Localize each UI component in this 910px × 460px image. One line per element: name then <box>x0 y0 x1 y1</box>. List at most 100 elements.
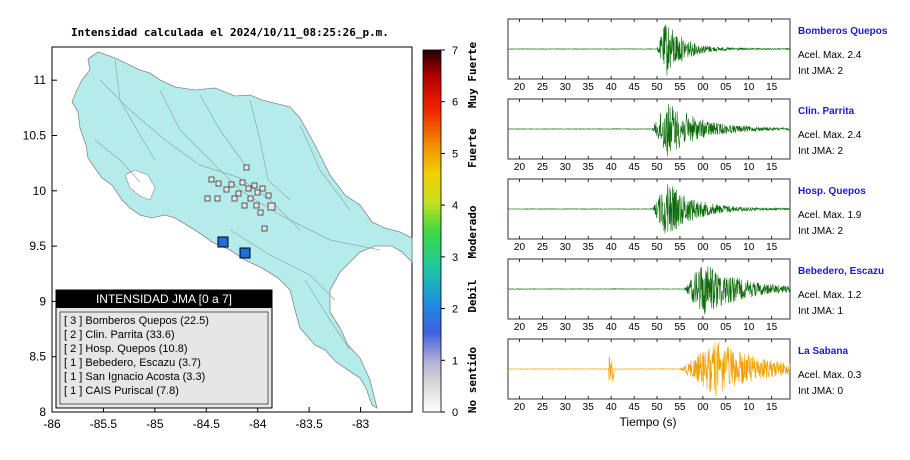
colorbar-tick-label: 3 <box>452 252 458 264</box>
station-accel: Acel. Max. 1.9 <box>798 210 862 221</box>
waveform-panel: 20 25 30 35 40 45 50 55 00 05 10 15 Clin. Parrita Ace… <box>507 98 862 173</box>
waveform-tick-label: 40 <box>606 242 618 253</box>
waveform-tick-label: 50 <box>651 242 663 253</box>
cb-label-muy-fuerte: Muy Fuerte <box>466 42 479 109</box>
station-bomberos-quepos <box>217 236 229 248</box>
waveform-tick-label: 10 <box>743 402 755 413</box>
waveform-panels: 20 25 30 35 40 45 50 55 00 05 10 15 Bomberos Quepos A… <box>507 18 888 413</box>
waveform-tick-label: 15 <box>766 162 778 173</box>
waveform-tick-label: 15 <box>766 242 778 253</box>
waveform-tick-label: 25 <box>537 242 549 253</box>
time-axis-label: Tiempo (s) <box>620 415 677 429</box>
station-accel: Acel. Max. 2.4 <box>798 50 862 61</box>
colorbar-ticks: 0 1 2 3 4 5 6 7 <box>441 45 458 419</box>
waveform-tick-label: 20 <box>514 82 526 93</box>
map-x-tick-label: -83 <box>352 417 370 431</box>
waveform-trace <box>507 25 791 76</box>
waveform-tick-label: 15 <box>766 402 778 413</box>
colorbar-tick-label: 6 <box>452 97 458 109</box>
cb-label-no-sentido: No sentido <box>466 347 479 414</box>
waveform-tick-label: 30 <box>560 162 572 173</box>
station-jma: Int JMA: 1 <box>798 306 843 317</box>
legend-title: INTENSIDAD JMA [0 a 7] <box>96 292 232 306</box>
legend-item: [ 3 ] Bomberos Quepos (22.5) <box>64 315 209 327</box>
waveform-tick-label: 35 <box>583 162 595 173</box>
waveform-panel: 20 25 30 35 40 45 50 55 00 05 10 15 Bomberos Quepos A… <box>507 18 888 93</box>
legend-item: [ 2 ] Hosp. Quepos (10.8) <box>64 343 188 355</box>
waveform-tick-label: 55 <box>674 162 686 173</box>
waveform-panel: 20 25 30 35 40 45 50 55 00 05 10 15 Bebedero, Escazu… <box>507 258 884 333</box>
legend-header <box>56 290 272 308</box>
land-costa-rica <box>71 51 413 409</box>
cb-label-fuerte: Fuerte <box>466 128 479 168</box>
waveform-tick-label: 30 <box>560 322 572 333</box>
map-y-tick-label: 8 <box>39 405 46 419</box>
waveform-tick-label: 05 <box>720 322 732 333</box>
waveform-panel: 20 25 30 35 40 45 50 55 00 05 10 15 Hosp. Quepos Acel… <box>507 178 866 253</box>
cb-label-debil: Debil <box>466 279 479 312</box>
waveform-tick-label: 00 <box>697 402 709 413</box>
colorbar-tick-label: 0 <box>452 407 458 419</box>
waveform-tick-label: 45 <box>629 82 641 93</box>
waveform-tick-label: 55 <box>674 242 686 253</box>
waveform-trace <box>507 103 791 157</box>
legend: INTENSIDAD JMA [0 a 7] [ 3 ] Bomberos Qu… <box>55 289 273 409</box>
station-name: La Sabana <box>798 346 848 357</box>
map-x-tick-label: -84.5 <box>193 417 221 431</box>
map-y-tick-label: 10.5 <box>23 128 47 142</box>
colorbar-tick-label: 4 <box>452 200 458 212</box>
roads <box>94 59 381 351</box>
waveform-tick-label: 20 <box>514 242 526 253</box>
station-jma: Int JMA: 0 <box>798 386 843 397</box>
nicoya-coast <box>124 169 156 201</box>
waveform-tick-label: 35 <box>583 402 595 413</box>
waveform-tick-label: 55 <box>674 402 686 413</box>
waveform-tick-label: 00 <box>697 242 709 253</box>
station-jma: Int JMA: 2 <box>798 226 843 237</box>
waveform-tick-label: 45 <box>629 242 641 253</box>
small-stations <box>204 164 276 232</box>
station-name: Hosp. Quepos <box>798 186 866 197</box>
colorbar-tick-label: 1 <box>452 355 458 367</box>
station-hosp-quepos <box>239 247 251 259</box>
waveform-tick-label: 10 <box>743 162 755 173</box>
waveform-tick-label: 05 <box>720 82 732 93</box>
waveform-tick-label: 25 <box>537 402 549 413</box>
waveform-trace <box>508 341 791 398</box>
waveform-tick-label: 25 <box>537 162 549 173</box>
station-accel: Acel. Max. 2.4 <box>798 130 862 141</box>
intensity-colorbar <box>422 49 442 413</box>
waveform-tick-label: 15 <box>766 322 778 333</box>
map-x-ticks: -86 -85.5 -85 -84.5 -84 -83.5 -83 <box>43 407 370 431</box>
waveform-tick-label: 50 <box>651 322 663 333</box>
map-y-tick-label: 10 <box>33 184 47 198</box>
waveform-tick-label: 40 <box>606 82 618 93</box>
waveform-tick-label: 25 <box>537 82 549 93</box>
colorbar-tick-label: 5 <box>452 148 458 160</box>
map-y-ticks: 11 10.5 10 9.5 9 8.5 8 <box>23 73 57 419</box>
waveform-trace <box>508 184 791 234</box>
station-accel: Acel. Max. 0.3 <box>798 370 862 381</box>
waveform-tick-label: 50 <box>651 402 663 413</box>
waveform-tick-label: 05 <box>720 162 732 173</box>
waveform-tick-label: 25 <box>537 322 549 333</box>
waveform-tick-label: 10 <box>743 322 755 333</box>
station-jma: Int JMA: 2 <box>798 146 843 157</box>
waveform-tick-label: 10 <box>743 82 755 93</box>
waveform-tick-label: 35 <box>583 82 595 93</box>
legend-item: [ 2 ] Clin. Parrita (33.6) <box>64 329 175 341</box>
waveform-tick-label: 20 <box>514 402 526 413</box>
legend-item: [ 1 ] CAIS Puriscal (7.8) <box>64 385 179 397</box>
waveform-tick-label: 35 <box>583 242 595 253</box>
waveform-panel: 20 25 30 35 40 45 50 55 00 05 10 15 La Sabana Acel. M… <box>507 338 862 413</box>
map-y-tick-label: 8.5 <box>29 350 46 364</box>
map-x-tick-label: -84 <box>249 417 267 431</box>
waveform-tick-label: 00 <box>697 162 709 173</box>
waveform-tick-label: 05 <box>720 402 732 413</box>
waveform-tick-label: 05 <box>720 242 732 253</box>
map-x-tick-label: -85 <box>146 417 164 431</box>
colorbar-category-labels: No sentido Debil Moderado Fuerte Muy Fue… <box>466 42 479 414</box>
waveform-tick-label: 40 <box>606 402 618 413</box>
waveform-tick-label: 50 <box>651 162 663 173</box>
station-name: Clin. Parrita <box>798 106 855 117</box>
